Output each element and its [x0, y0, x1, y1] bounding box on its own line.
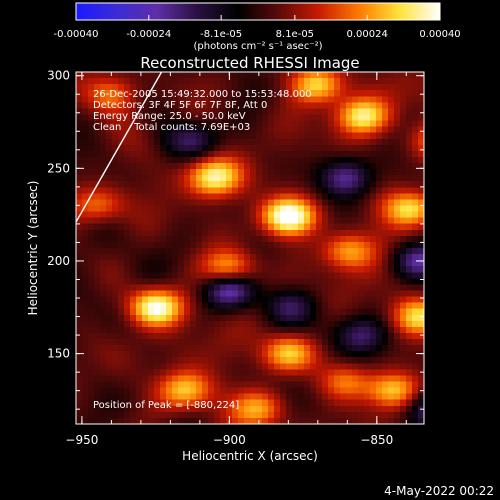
footer-date: 4-May-2022 00:22 — [384, 484, 494, 498]
x-axis-label: Heliocentric X (arcsec) — [182, 449, 318, 463]
colorbar-tick-label: -0.00040 — [54, 29, 99, 40]
colorbar-tick-label: -8.1e-05 — [200, 29, 242, 40]
y-axis-label: Heliocentric Y (arcsec) — [26, 181, 40, 316]
x-axis-ticks: −950−900−850−800 — [65, 72, 407, 447]
colorbar — [75, 2, 441, 21]
heatmap-image-group — [76, 72, 424, 424]
peak-position-label: Position of Peak = [-880,224] — [93, 400, 239, 411]
y-tick-label: 300 — [47, 69, 70, 83]
colorbar-tick-label: 8.1e-05 — [276, 29, 314, 40]
colorbar-units: (photons cm⁻² s⁻¹ asec⁻²) — [193, 41, 322, 52]
info-line-1: Detectors: 3F 4F 5F 6F 7F 8F, Att 0 — [93, 100, 267, 111]
y-axis-ticks: 150 200 250 300 — [47, 69, 424, 410]
y-tick-label: 200 — [47, 254, 70, 268]
x-tick-label: −850 — [360, 433, 393, 447]
info-line-3: Clean Total counts: 7.69E+03 — [93, 122, 250, 133]
colorbar-tick-label: 0.00040 — [419, 29, 460, 40]
chart-title: Reconstructed RHESSI Image — [140, 54, 359, 72]
solar-limb-line — [76, 72, 163, 223]
y-tick-label: 150 — [47, 347, 70, 361]
info-line-0: 26-Dec-2005 15:49:32.000 to 15:53:48.000 — [93, 89, 312, 100]
info-line-2: Energy Range: 25.0 - 50.0 keV — [93, 111, 246, 122]
x-tick-label: −900 — [213, 433, 246, 447]
plot-frame — [75, 71, 425, 425]
x-tick-label: −950 — [65, 433, 98, 447]
colorbar-ticks: -0.00040 -0.00024 -8.1e-05 8.1e-05 0.00024 0.… — [54, 15, 461, 40]
heatmap-image — [76, 72, 424, 424]
colorbar-tick-label: -0.00024 — [126, 29, 171, 40]
colorbar-tick-label: 0.00024 — [347, 29, 388, 40]
y-tick-label: 250 — [47, 161, 70, 175]
